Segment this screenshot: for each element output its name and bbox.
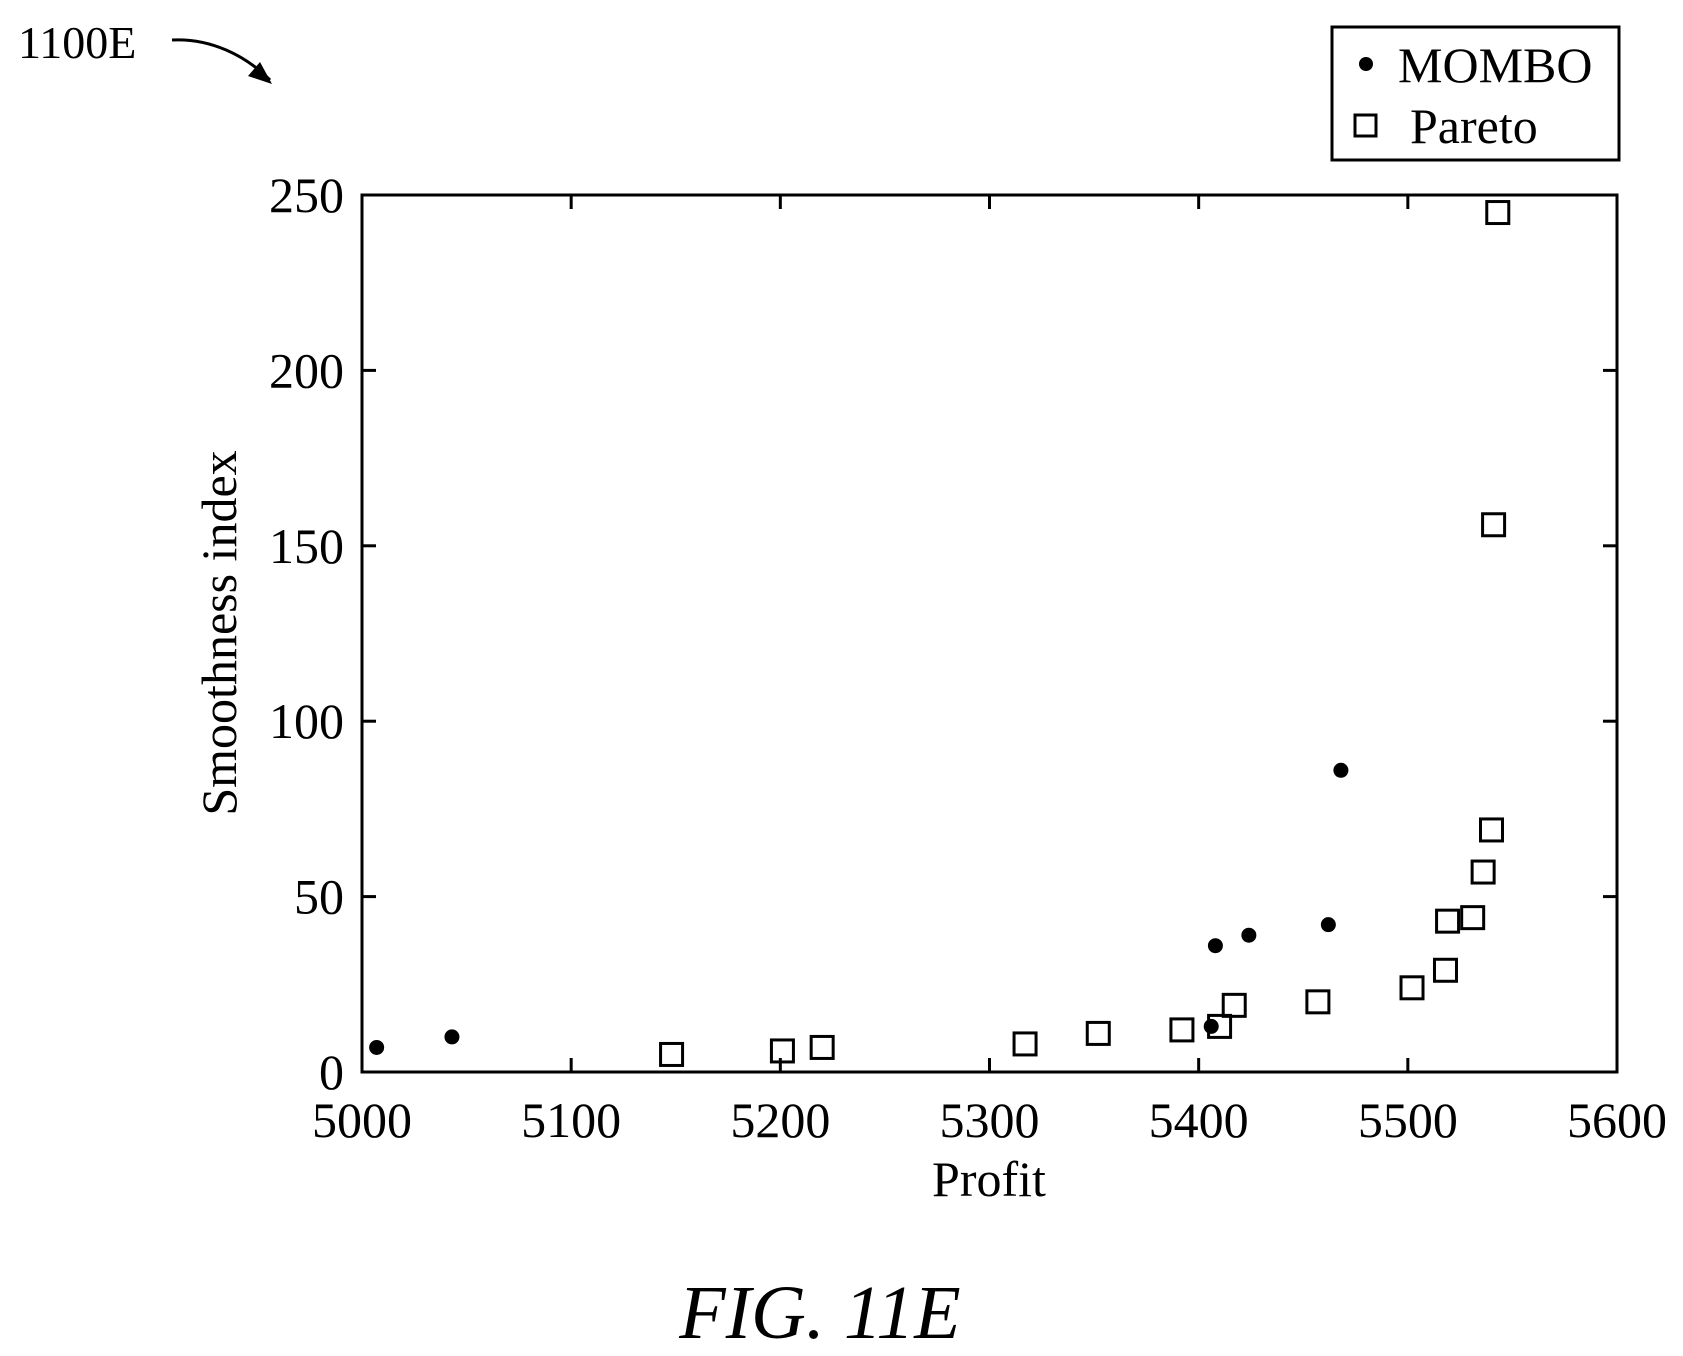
point-pareto <box>1207 1013 1233 1039</box>
x-tick-label: 5200 <box>730 1092 830 1148</box>
point-pareto <box>1435 908 1461 934</box>
x-axis-title: Profit <box>932 1151 1046 1207</box>
legend: MOMBO Pareto <box>1330 25 1621 162</box>
point-pareto <box>1085 1020 1111 1046</box>
point-mombo <box>369 1039 385 1055</box>
point-pareto <box>659 1041 685 1067</box>
point-mombo <box>1320 917 1336 933</box>
point-mombo <box>1207 938 1223 954</box>
point-pareto <box>1432 957 1458 983</box>
x-tick-label: 5600 <box>1567 1092 1667 1148</box>
axis-ticks <box>360 193 1619 1074</box>
y-axis-title: Smoothness index <box>191 450 247 815</box>
legend-label-pareto: Pareto <box>1410 98 1538 154</box>
point-pareto <box>1485 200 1511 226</box>
y-tick-label: 0 <box>319 1044 344 1100</box>
x-tick-label: 5400 <box>1149 1092 1249 1148</box>
data-points <box>369 200 1511 1067</box>
legend-box <box>1330 25 1621 162</box>
y-tick-label: 150 <box>269 518 344 574</box>
point-pareto <box>1221 992 1247 1018</box>
plot-area-frame <box>360 193 1619 1074</box>
point-pareto <box>1479 817 1504 843</box>
point-mombo <box>1203 1018 1219 1034</box>
point-pareto <box>1481 512 1507 538</box>
axis-tick-labels: 5000 5100 5200 5300 5400 5500 5600 0 50 100 150 200… <box>269 167 1667 1148</box>
point-mombo <box>1241 927 1257 943</box>
reference-arrowhead-icon <box>248 62 272 84</box>
legend-label-mombo: MOMBO <box>1398 37 1592 93</box>
point-pareto <box>1305 989 1331 1015</box>
point-mombo <box>1333 762 1349 778</box>
point-pareto <box>809 1034 835 1060</box>
figure-reference-label: 1100E <box>18 17 136 68</box>
y-tick-label: 50 <box>294 869 344 925</box>
point-pareto <box>1460 905 1486 931</box>
point-pareto <box>1012 1031 1038 1057</box>
x-tick-label: 5100 <box>521 1092 621 1148</box>
figure-caption: FIG. 11E <box>678 1271 960 1355</box>
point-pareto <box>1169 1017 1195 1043</box>
point-pareto <box>769 1038 795 1064</box>
legend-marker-pareto-icon <box>1353 113 1378 138</box>
point-pareto <box>1399 975 1425 1001</box>
point-pareto <box>1470 859 1496 885</box>
x-tick-label: 5500 <box>1358 1092 1458 1148</box>
x-tick-label: 5000 <box>312 1092 412 1148</box>
point-mombo <box>444 1029 460 1045</box>
y-tick-label: 250 <box>269 167 344 223</box>
legend-marker-mombo-icon <box>1359 57 1373 71</box>
y-tick-label: 200 <box>269 342 344 398</box>
x-tick-label: 5300 <box>940 1092 1040 1148</box>
y-tick-label: 100 <box>269 693 344 749</box>
